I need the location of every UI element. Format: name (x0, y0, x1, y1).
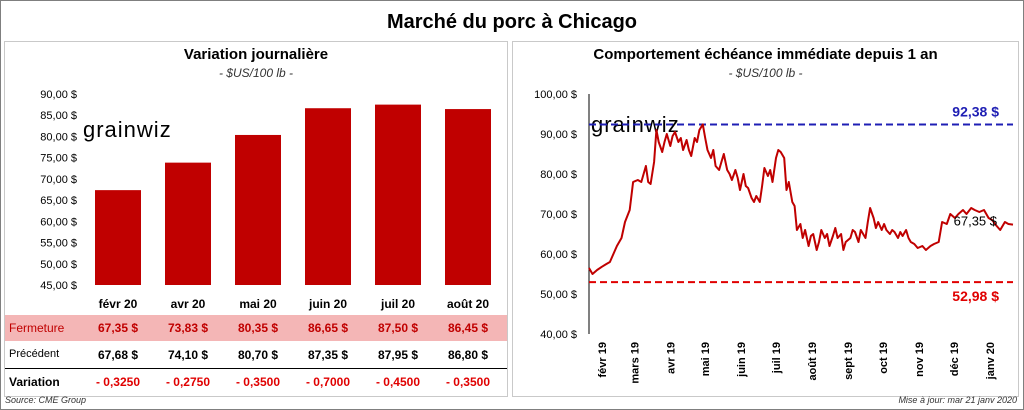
y-tick-label: 40,00 $ (540, 329, 577, 341)
fermeture-cell: 86,45 $ (447, 321, 489, 335)
x-tick-label: déc 19 (949, 342, 961, 376)
bar (445, 109, 491, 285)
y-tick-label: 50,00 $ (40, 259, 77, 271)
x-tick-label: juil 19 (771, 342, 783, 374)
variation-cell: - 0,4500 (375, 375, 421, 389)
bar (235, 134, 281, 285)
bar (305, 108, 351, 285)
y-tick-label: 65,00 $ (40, 195, 77, 207)
y-tick-label: 45,00 $ (40, 280, 77, 292)
update-note: Mise à jour: mar 21 janv 2020 (898, 395, 1017, 405)
x-tick-label: août 20 (447, 297, 489, 311)
variation-cell: - 0,3500 (445, 375, 491, 389)
fermeture-cell: 80,35 $ (237, 321, 279, 335)
x-tick-label: mai 19 (700, 342, 712, 376)
x-tick-label: mai 20 (239, 297, 277, 311)
bar (375, 104, 421, 285)
bar (165, 162, 211, 285)
precedent-cell: 86,80 $ (447, 348, 489, 362)
y-tick-label: 55,00 $ (40, 238, 77, 250)
precedent-cell: 87,95 $ (377, 348, 419, 362)
variation-cell: - 0,3500 (235, 375, 281, 389)
x-tick-label: mars 19 (629, 342, 641, 384)
table-row-precedent: Précédent 67,68 $ 74,10 $ 80,70 $ 87,35 … (5, 342, 507, 369)
fermeture-cell: 86,65 $ (307, 321, 349, 335)
variation-cell: - 0,2750 (165, 375, 211, 389)
x-tick-label: nov 19 (914, 342, 926, 377)
bar (95, 190, 141, 285)
y-tick-label: 85,00 $ (40, 110, 77, 122)
one-year-trend-panel: Comportement échéance immédiate depuis 1… (512, 41, 1019, 397)
high-value-label: 92,38 $ (952, 103, 999, 119)
precedent-cell: 74,10 $ (167, 348, 209, 362)
x-tick-label: juin 19 (736, 342, 748, 378)
x-tick-label: févr 20 (99, 297, 138, 311)
y-tick-label: 70,00 $ (40, 174, 77, 186)
left-panel-title: Variation journalière (183, 46, 329, 63)
precedent-cell: 87,35 $ (307, 348, 349, 362)
row-label-variation: Variation (9, 375, 60, 389)
source-note: Source: CME Group (5, 395, 87, 405)
x-tick-label: juil 20 (380, 297, 415, 311)
table-row-fermeture: Fermeture 67,35 $ 73,83 $ 80,35 $ 86,65 … (5, 315, 507, 341)
variation-cell: - 0,3250 (95, 375, 141, 389)
y-tick-label: 90,00 $ (540, 129, 577, 141)
y-tick-label: 50,00 $ (540, 289, 577, 301)
bar-chart: 45,00 $ 50,00 $ 55,00 $ 60,00 $ 65,00 $ 70,00… (40, 89, 491, 311)
main-title: Marché du porc à Chicago (386, 11, 638, 33)
line-chart: 40,00 $ 50,00 $ 60,00 $ 70,00 $ 80,00 $ 90,00… (534, 89, 1014, 384)
y-tick-label: 75,00 $ (40, 153, 77, 165)
left-watermark: grainwiz (83, 117, 172, 142)
y-tick-label: 70,00 $ (540, 209, 577, 221)
x-tick-label: avr 20 (171, 297, 206, 311)
x-tick-label: sept 19 (843, 342, 855, 380)
y-tick-label: 80,00 $ (40, 131, 77, 143)
variation-cell: - 0,7000 (305, 375, 351, 389)
y-tick-label: 90,00 $ (40, 89, 77, 101)
table-row-variation: Variation - 0,3250 - 0,2750 - 0,3500 - 0… (5, 369, 507, 395)
y-tick-label: 60,00 $ (540, 249, 577, 261)
y-tick-label: 100,00 $ (534, 89, 577, 101)
daily-variation-panel: Variation journalière - $US/100 lb - 45,… (4, 41, 508, 397)
fermeture-cell: 67,35 $ (97, 321, 139, 335)
x-tick-label: oct 19 (878, 342, 890, 374)
row-label-fermeture: Fermeture (9, 321, 65, 335)
right-panel-unit: - $US/100 lb - (728, 66, 803, 80)
y-tick-label: 60,00 $ (40, 216, 77, 228)
row-label-precedent: Précédent (9, 348, 60, 360)
last-value-label: 67,35 $ (954, 214, 998, 229)
price-series-line (588, 123, 1014, 275)
fermeture-cell: 87,50 $ (377, 321, 419, 335)
x-tick-label: févr 19 (597, 342, 609, 377)
left-panel-unit: - $US/100 lb - (218, 66, 294, 80)
precedent-cell: 80,70 $ (237, 348, 279, 362)
precedent-cell: 67,68 $ (97, 348, 139, 362)
y-tick-label: 80,00 $ (540, 169, 577, 181)
fermeture-cell: 73,83 $ (167, 321, 209, 335)
x-tick-label: avr 19 (665, 342, 677, 374)
x-tick-label: janv 20 (985, 342, 997, 380)
x-tick-label: août 19 (807, 342, 819, 381)
x-tick-label: juin 20 (308, 297, 347, 311)
right-panel-title: Comportement échéance immédiate depuis 1… (593, 46, 938, 63)
low-value-label: 52,98 $ (952, 288, 999, 304)
